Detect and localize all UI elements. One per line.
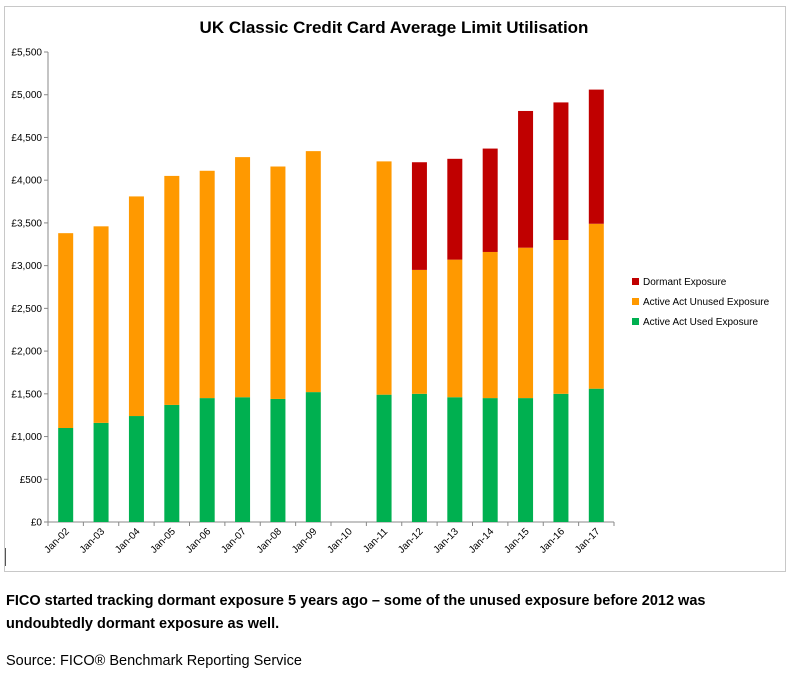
bar-active-act-unused-exposure	[411, 269, 427, 394]
bar-dormant-exposure	[588, 89, 604, 224]
y-tick-label: £1,000	[11, 432, 42, 443]
bar-active-act-used-exposure	[518, 398, 534, 522]
bar-dormant-exposure	[447, 158, 463, 260]
bar-active-act-unused-exposure	[553, 240, 569, 394]
bar-active-act-used-exposure	[376, 394, 392, 522]
legend-label: Active Act Used Exposure	[643, 317, 758, 328]
x-tick-label: Jan-09	[290, 526, 320, 556]
bar-active-act-unused-exposure	[128, 196, 144, 417]
bar-active-act-used-exposure	[588, 388, 604, 522]
legend-swatch	[632, 278, 639, 285]
x-tick-label: Jan-11	[361, 526, 390, 555]
bar-active-act-used-exposure	[270, 398, 286, 522]
bar-active-act-used-exposure	[305, 392, 321, 522]
legend-label: Dormant Exposure	[643, 277, 727, 288]
bar-active-act-unused-exposure	[376, 161, 392, 395]
x-tick-label: Jan-08	[255, 526, 285, 556]
x-tick-label: Jan-02	[42, 526, 72, 556]
bar-active-act-used-exposure	[164, 404, 180, 522]
y-tick-label: £0	[31, 518, 43, 529]
bar-active-act-unused-exposure	[588, 223, 604, 389]
x-tick-label: Jan-16	[538, 526, 568, 556]
bar-dormant-exposure	[411, 162, 427, 270]
bar-active-act-used-exposure	[482, 398, 498, 522]
bar-active-act-unused-exposure	[235, 157, 251, 398]
legend-label: Active Act Unused Exposure	[643, 297, 770, 308]
x-tick-label: Jan-04	[113, 526, 143, 556]
bar-dormant-exposure	[553, 102, 569, 240]
y-tick-label: £1,500	[11, 389, 42, 400]
bar-active-act-unused-exposure	[447, 259, 463, 398]
chart-caption: FICO started tracking dormant exposure 5…	[6, 593, 706, 632]
bar-active-act-used-exposure	[447, 397, 463, 522]
x-tick-label: Jan-03	[78, 526, 108, 556]
x-tick-label: Jan-12	[396, 526, 426, 556]
bar-active-act-unused-exposure	[482, 251, 498, 399]
y-tick-label: £2,000	[11, 347, 42, 358]
source-note: Source: FICO® Benchmark Reporting Servic…	[6, 653, 302, 669]
legend-swatch	[632, 298, 639, 305]
x-tick-label: Jan-14	[467, 526, 497, 556]
bar-active-act-unused-exposure	[199, 170, 215, 399]
bar-active-act-unused-exposure	[164, 175, 180, 405]
bar-dormant-exposure	[482, 148, 498, 252]
y-tick-label: £4,000	[11, 176, 42, 187]
bar-active-act-used-exposure	[411, 393, 427, 522]
y-tick-label: £2,500	[11, 304, 42, 315]
x-tick-label: Jan-17	[573, 526, 603, 556]
bar-active-act-used-exposure	[235, 397, 251, 522]
y-tick-label: £3,500	[11, 218, 42, 229]
divider	[5, 548, 6, 566]
x-tick-label: Jan-10	[325, 526, 355, 556]
x-tick-label: Jan-05	[149, 526, 179, 556]
bar-active-act-unused-exposure	[270, 166, 286, 399]
x-tick-label: Jan-13	[432, 526, 462, 556]
chart: UK Classic Credit Card Average Limit Uti…	[11, 18, 770, 556]
bar-active-act-unused-exposure	[58, 233, 74, 428]
bar-active-act-unused-exposure	[518, 247, 534, 399]
bar-active-act-unused-exposure	[93, 226, 109, 423]
bar-dormant-exposure	[518, 110, 534, 248]
legend-swatch	[632, 318, 639, 325]
bar-active-act-used-exposure	[93, 422, 109, 522]
bar-active-act-used-exposure	[199, 398, 215, 522]
y-tick-label: £3,000	[11, 261, 42, 272]
chart-title: UK Classic Credit Card Average Limit Uti…	[200, 18, 589, 37]
bar-active-act-unused-exposure	[305, 151, 321, 393]
y-tick-label: £5,500	[11, 48, 42, 59]
x-tick-label: Jan-07	[219, 526, 249, 556]
y-tick-label: £500	[20, 475, 43, 486]
bar-active-act-used-exposure	[553, 393, 569, 522]
bar-active-act-used-exposure	[128, 416, 144, 522]
y-tick-label: £5,000	[11, 90, 42, 101]
x-tick-label: Jan-15	[502, 526, 532, 556]
y-tick-label: £4,500	[11, 133, 42, 144]
bar-active-act-used-exposure	[58, 428, 74, 522]
x-tick-label: Jan-06	[184, 526, 214, 556]
